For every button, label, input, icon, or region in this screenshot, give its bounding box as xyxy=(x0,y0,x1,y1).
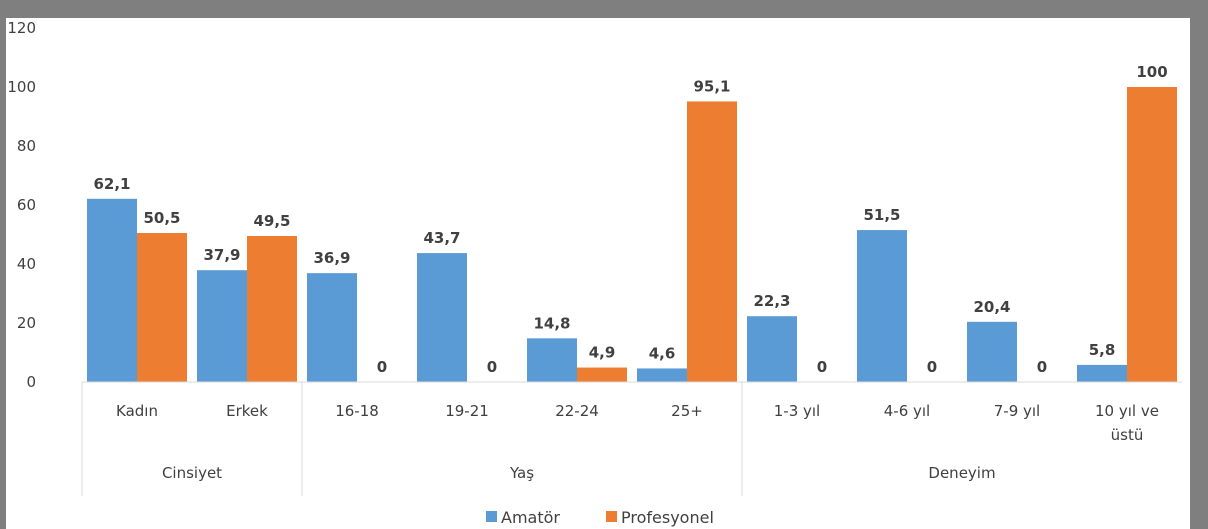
data-label: 0 xyxy=(1037,358,1047,376)
data-label: 50,5 xyxy=(143,209,180,227)
bar-profesyonel xyxy=(577,367,627,382)
group-label: Cinsiyet xyxy=(162,464,222,482)
legend: Amatör Profesyonel xyxy=(486,508,714,527)
category-label: Kadın xyxy=(116,402,158,420)
data-label: 22,3 xyxy=(753,292,790,310)
data-label: 37,9 xyxy=(203,246,240,264)
bar-amator xyxy=(1077,364,1127,382)
y-tick-label: 80 xyxy=(17,137,36,155)
group-label: Deneyim xyxy=(928,464,995,482)
category-label: 25+ xyxy=(671,402,703,420)
y-tick-label: 40 xyxy=(17,255,36,273)
data-label: 0 xyxy=(377,358,387,376)
y-tick-label: 120 xyxy=(7,19,36,37)
data-label: 5,8 xyxy=(1089,341,1116,359)
data-label: 4,6 xyxy=(649,344,676,362)
category-label: 22-24 xyxy=(555,402,599,420)
legend-swatch-amator xyxy=(486,511,497,522)
bar-profesyonel xyxy=(1127,87,1177,382)
bar-profesyonel xyxy=(247,235,297,382)
category-label: Erkek xyxy=(226,402,268,420)
category-label: 1-3 yıl xyxy=(774,402,820,420)
category-label: üstü xyxy=(1111,426,1144,444)
group-label: Yaş xyxy=(509,464,534,482)
data-label: 0 xyxy=(817,358,827,376)
bar-amator xyxy=(967,321,1017,382)
category-label: 16-18 xyxy=(335,402,379,420)
y-tick-label: 100 xyxy=(7,78,36,96)
bar-amator xyxy=(197,270,247,382)
x-axis: Kadın Erkek 16-18 19-21 22-24 25+ 1-3 yıl 4-6 y… xyxy=(81,381,1182,496)
chart-area: 0 20 40 60 80 100 120 62,1 37,9 36,9 43,7 14,8 4,6 2… xyxy=(6,18,1190,529)
bar-amator xyxy=(747,316,797,382)
data-label: 62,1 xyxy=(93,175,130,193)
data-label: 4,9 xyxy=(589,344,616,362)
data-label: 0 xyxy=(927,358,937,376)
y-axis: 0 20 40 60 80 100 120 xyxy=(7,19,36,391)
y-tick-label: 20 xyxy=(17,314,36,332)
bar-profesyonel xyxy=(137,233,187,382)
bar-amator xyxy=(857,230,907,382)
data-label: 43,7 xyxy=(423,229,460,247)
bar-amator xyxy=(637,368,687,382)
bars xyxy=(87,87,1177,382)
bar-amator xyxy=(307,273,357,382)
bar-profesyonel xyxy=(687,101,737,382)
bar-amator xyxy=(417,253,467,382)
data-label: 51,5 xyxy=(863,206,900,224)
bar-chart: 0 20 40 60 80 100 120 62,1 37,9 36,9 43,7 14,8 4,6 2… xyxy=(7,19,1182,527)
data-label: 95,1 xyxy=(693,77,730,95)
category-label: 7-9 yıl xyxy=(994,402,1040,420)
legend-swatch-profesyonel xyxy=(606,511,617,522)
y-tick-label: 0 xyxy=(26,373,36,391)
legend-label: Profesyonel xyxy=(621,508,714,527)
data-labels: 62,1 37,9 36,9 43,7 14,8 4,6 22,3 51,5 20,4 5,8 50… xyxy=(93,63,1167,376)
category-label: 10 yıl ve xyxy=(1095,402,1159,420)
data-label: 20,4 xyxy=(973,298,1010,316)
y-tick-label: 60 xyxy=(17,196,36,214)
category-label: 4-6 yıl xyxy=(884,402,930,420)
data-label: 14,8 xyxy=(533,314,570,332)
data-label: 0 xyxy=(487,358,497,376)
data-label: 49,5 xyxy=(253,212,290,230)
category-label: 19-21 xyxy=(445,402,489,420)
data-label: 36,9 xyxy=(313,249,350,267)
bar-amator xyxy=(87,198,137,382)
bar-amator xyxy=(527,338,577,382)
legend-label: Amatör xyxy=(501,508,560,527)
data-label: 100 xyxy=(1136,63,1167,81)
